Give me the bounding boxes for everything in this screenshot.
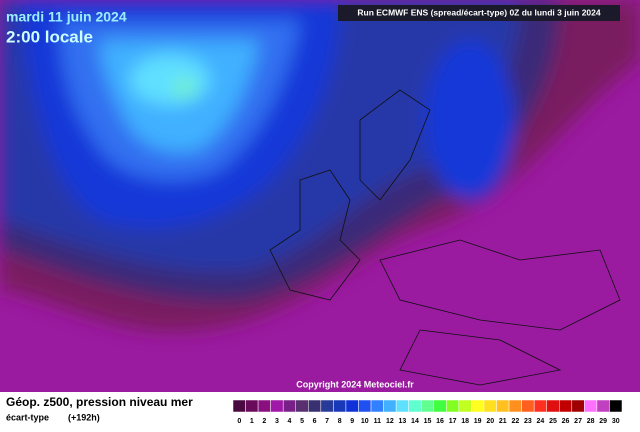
run-box (338, 5, 620, 21)
scale-swatch (308, 399, 322, 413)
footer-subtitle: écart-type (6, 412, 49, 422)
scale-label: 1 (250, 418, 254, 425)
scale-label: 2 (262, 418, 266, 425)
copyright: Copyright 2024 Meteociel.fr (296, 379, 414, 389)
scale-swatch (295, 399, 309, 413)
scale-label: 20 (486, 418, 494, 425)
time: 2:00 locale (6, 27, 93, 46)
scale-swatch (559, 399, 573, 413)
scale-swatch (584, 399, 598, 413)
scale-label: 22 (511, 418, 519, 425)
scale-swatch (370, 399, 384, 413)
footer-lead: (+192h) (68, 412, 100, 422)
scale-label: 11 (374, 418, 382, 425)
scale-swatch (358, 399, 372, 413)
scale-swatch (546, 399, 560, 413)
run-info: Run ECMWF ENS (spread/écart-type) 0Z du … (357, 7, 601, 17)
footer-title: Géop. z500, pression niveau mer (6, 395, 193, 409)
scale-swatch (433, 399, 447, 413)
scale-label: 15 (424, 418, 432, 425)
scale-label: 30 (612, 418, 620, 425)
scale-swatch (446, 399, 460, 413)
scale-label: 14 (411, 418, 419, 425)
map (0, 0, 640, 392)
scale-label: 8 (338, 418, 342, 425)
scale-label: 9 (350, 418, 354, 425)
scale-label: 28 (587, 418, 595, 425)
scale-swatch (521, 399, 535, 413)
scale-swatch (320, 399, 334, 413)
scale-swatch (420, 399, 435, 413)
scale-label: 4 (288, 418, 292, 425)
scale-label: 27 (574, 418, 582, 425)
scale-swatch (408, 399, 422, 413)
scale-swatch (533, 399, 547, 413)
scale-label: 0 (237, 418, 241, 425)
scale-label: 17 (449, 418, 457, 425)
scale-label: 23 (524, 418, 532, 425)
scale-label: 18 (461, 418, 469, 425)
scale-label: 7 (325, 418, 329, 425)
scale-label: 3 (275, 418, 279, 425)
scale-swatch (282, 399, 296, 413)
scale-label: 10 (361, 418, 369, 425)
scale-label: 21 (499, 418, 507, 425)
scale-swatch (471, 399, 485, 413)
scale-label: 16 (436, 418, 444, 425)
scale-swatch (483, 399, 497, 413)
scale-swatch (508, 399, 522, 413)
scale-swatch (496, 399, 510, 413)
scale-label: 5 (300, 418, 304, 425)
scale-swatch (270, 399, 284, 413)
scale-swatch (596, 399, 610, 413)
scale-swatch (333, 399, 347, 413)
scale-label: 19 (474, 418, 482, 425)
scale-label: 12 (386, 418, 394, 425)
scale-label: 29 (599, 418, 607, 425)
color-scale: 0 1 2 3 4 5 6 7 8 9 10 11 12 13 14 15 16 17 18 19 20 21 22 23 24… (232, 399, 623, 425)
scale-label: 25 (549, 418, 557, 425)
scale-label: 26 (562, 418, 570, 425)
scale-label: 6 (313, 418, 317, 425)
scale-swatch (245, 399, 259, 413)
scale-swatch (571, 399, 585, 413)
scale-label: 24 (537, 418, 545, 425)
scale-swatch (395, 399, 409, 413)
scale-label: 13 (399, 418, 407, 425)
scale-swatch (345, 399, 359, 413)
scale-swatch (609, 399, 623, 413)
scale-swatch (458, 399, 472, 413)
scale-swatch (232, 399, 246, 413)
date: mardi 11 juin 2024 (6, 9, 127, 25)
scale-swatch (257, 399, 271, 413)
scale-swatch (383, 399, 397, 413)
